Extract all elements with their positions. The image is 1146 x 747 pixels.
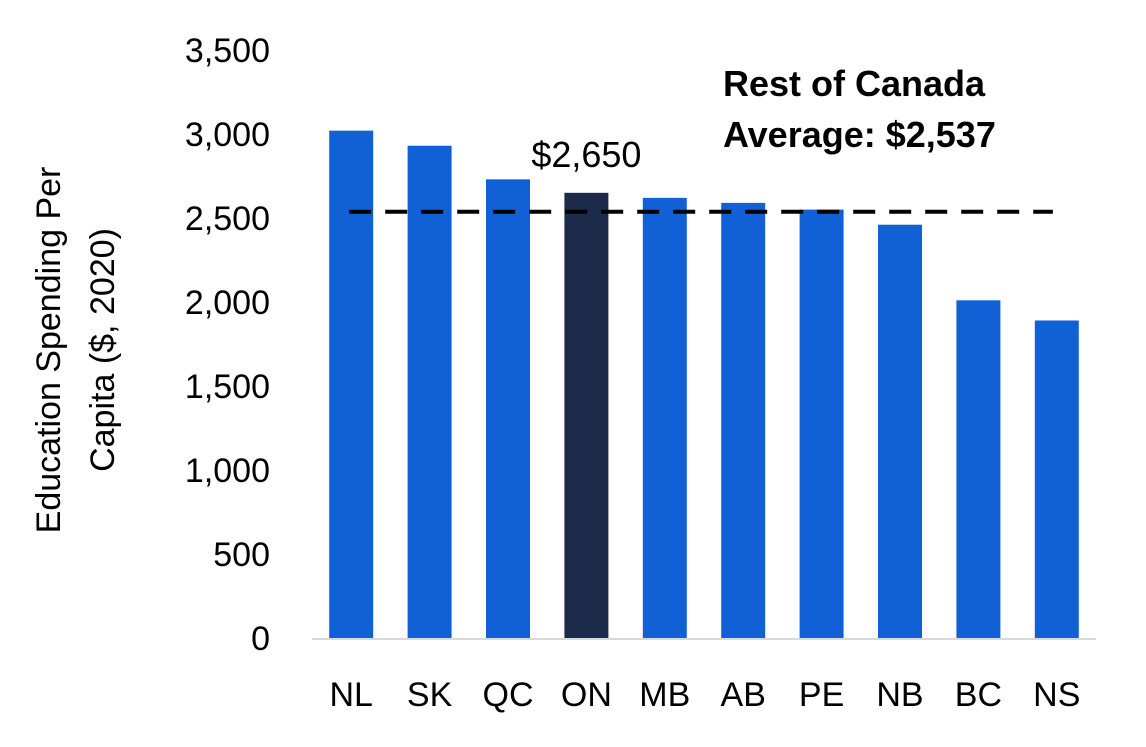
y-tick-label: 2,000 <box>185 284 270 322</box>
x-tick-label: SK <box>407 676 453 714</box>
x-tick-label: AB <box>721 676 766 714</box>
x-tick-label: NB <box>876 676 923 714</box>
y-tick-label: 1,000 <box>185 452 270 490</box>
average-annotation: Rest of Canada Average: $2,537 <box>723 63 996 155</box>
x-tick-label: BC <box>955 676 1002 714</box>
bars <box>329 130 1079 639</box>
x-tick-label: QC <box>483 676 534 714</box>
annotation-line-2: Average: $2,537 <box>723 114 996 155</box>
y-axis-title-line-2: Capita ($, 2020) <box>84 228 122 472</box>
x-tick-label: MB <box>639 676 690 714</box>
y-tick-label: 3,000 <box>185 116 270 154</box>
bar-nb <box>878 224 922 638</box>
y-tick-label: 3,500 <box>185 32 270 70</box>
x-tick-label: NS <box>1033 676 1080 714</box>
annotation-line-1: Rest of Canada <box>723 63 986 104</box>
bar-nl <box>329 130 374 638</box>
y-axis-title: Education Spending Per Capita ($, 2020) <box>30 167 122 534</box>
y-tick-label: 500 <box>213 536 270 574</box>
bar-ns <box>1034 320 1079 638</box>
x-tick-label: ON <box>561 676 612 714</box>
bar-on <box>564 192 609 639</box>
bar-bc <box>956 300 1001 638</box>
y-axis-ticks: 0 500 1,000 1,500 2,000 2,500 3,000 3,500 <box>185 32 270 658</box>
highlight-data-label: $2,650 <box>531 134 641 175</box>
bar-sk <box>407 145 452 638</box>
bar-qc <box>486 179 530 639</box>
bar-pe <box>799 209 844 638</box>
x-tick-label: PE <box>799 676 844 714</box>
x-axis-labels: NL SK QC ON MB AB PE NB BC NS <box>329 676 1080 714</box>
y-tick-label: 2,500 <box>185 200 270 238</box>
bar-ab <box>721 202 766 638</box>
y-tick-label: 0 <box>251 620 270 658</box>
x-tick-label: NL <box>329 676 372 714</box>
bar-mb <box>642 197 687 638</box>
y-axis-title-line-1: Education Spending Per <box>30 167 68 534</box>
y-tick-label: 1,500 <box>185 368 270 406</box>
